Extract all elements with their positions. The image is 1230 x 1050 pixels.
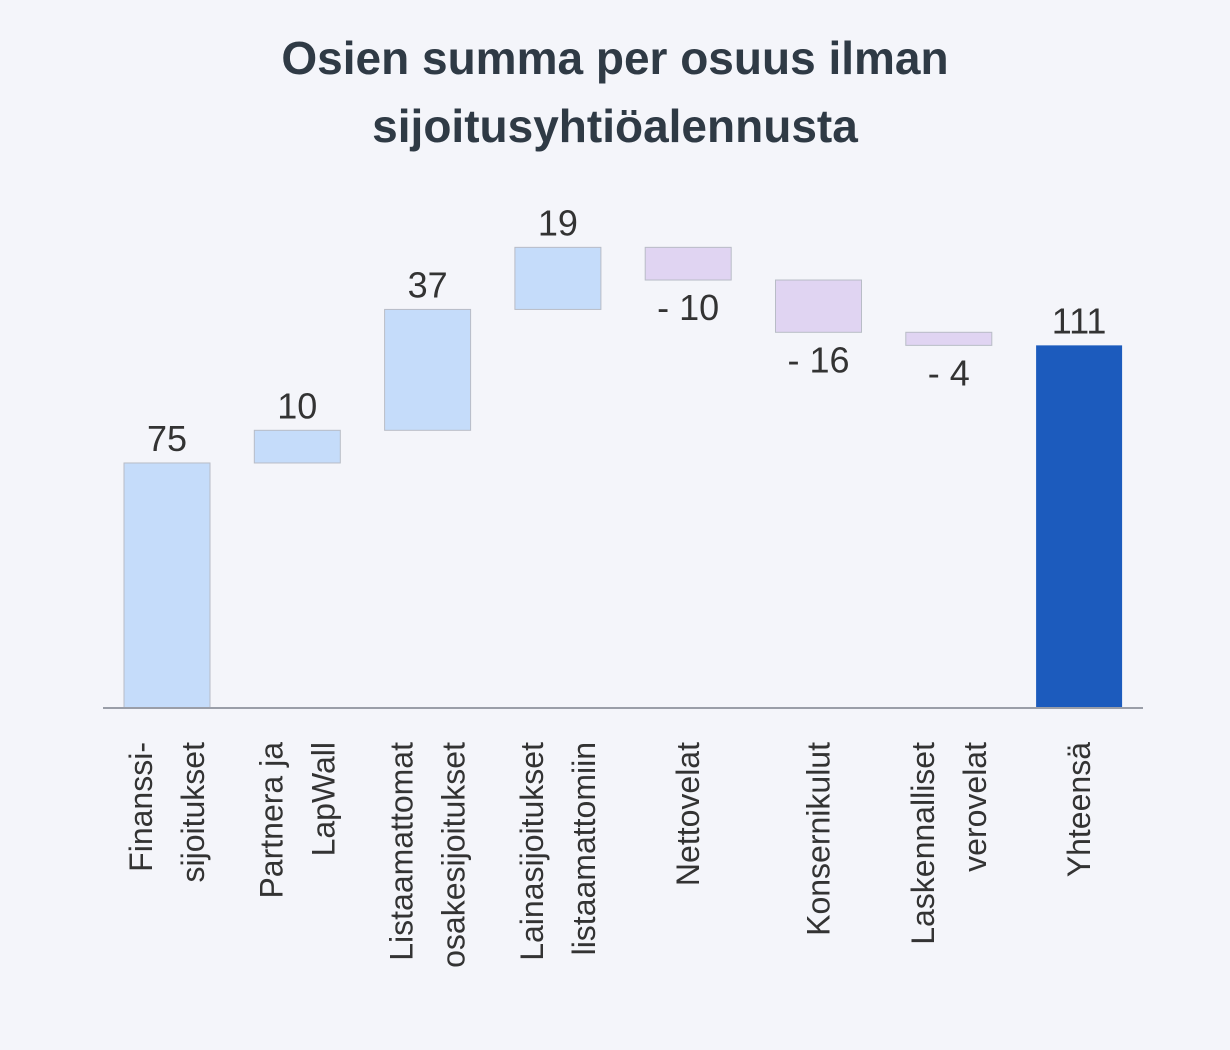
data-label: 75	[147, 418, 187, 459]
data-label: 19	[538, 202, 578, 243]
data-label: - 4	[928, 352, 970, 393]
bar	[123, 462, 211, 709]
x-tick-label: Partnera ja	[253, 742, 289, 899]
x-tick-label: osakesijoitukset	[436, 742, 472, 968]
x-tick-label: Konsernikulut	[801, 742, 837, 936]
bar	[514, 246, 602, 310]
x-tick-label: listaamattomiin	[566, 742, 602, 955]
data-label: - 16	[787, 339, 849, 380]
bar	[253, 429, 341, 464]
bar	[905, 331, 993, 346]
x-tick-label: Listaamattomat	[384, 742, 420, 961]
bar	[644, 246, 732, 281]
bar	[775, 279, 862, 333]
x-tick-label: LapWall	[305, 742, 341, 856]
x-tick-label: sijoitukset	[175, 742, 211, 883]
x-tick-label: Laskennalliset	[905, 742, 941, 945]
total-bar	[1036, 345, 1123, 708]
x-tick-label: Finanssi-	[123, 742, 159, 872]
data-label: 10	[277, 385, 317, 426]
x-tick-label: Yhteensä	[1061, 742, 1097, 877]
data-label: 111	[1052, 300, 1107, 341]
x-tick-label: Lainasijoitukset	[514, 742, 550, 961]
data-label: - 10	[657, 287, 719, 328]
data-label: 37	[408, 264, 448, 305]
x-tick-label: Nettovelat	[670, 742, 706, 886]
bar	[384, 308, 472, 431]
x-tick-label: verovelat	[957, 742, 993, 872]
chart-title: Osien summa per osuus ilman sijoitusyhti…	[281, 32, 949, 152]
